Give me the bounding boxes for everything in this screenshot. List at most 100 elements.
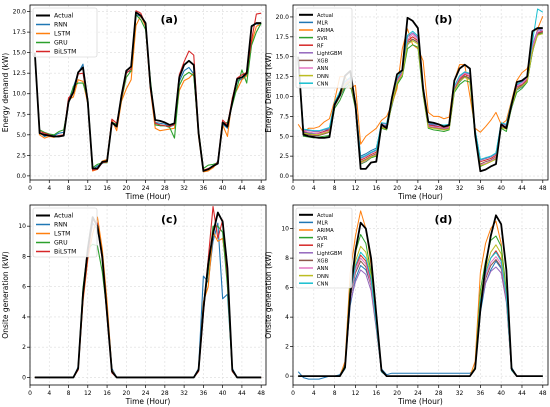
x-tick-label: 24 bbox=[142, 390, 150, 397]
legend-label-ann: ANN bbox=[317, 266, 328, 272]
legend-label-rf: RF bbox=[317, 243, 324, 249]
legend-label-actual: Actual bbox=[317, 213, 333, 219]
y-tick-label: 6 bbox=[285, 285, 289, 292]
x-tick-label: 8 bbox=[67, 390, 71, 397]
x-tick-label: 4 bbox=[312, 185, 316, 192]
legend-label-gru: GRU bbox=[54, 40, 68, 47]
legend-box bbox=[32, 207, 98, 258]
y-tick-label: 0.0 bbox=[279, 173, 289, 180]
legend-label-gru: GRU bbox=[54, 240, 68, 247]
x-axis-label: Time (Hour) bbox=[397, 397, 443, 406]
x-tick-label: 8 bbox=[67, 185, 71, 192]
x-tick-label: 0 bbox=[291, 185, 295, 192]
x-tick-label: 20 bbox=[123, 185, 131, 192]
y-tick-label: 0 bbox=[285, 373, 289, 380]
y-tick-label: 0 bbox=[22, 374, 26, 381]
x-tick-label: 40 bbox=[219, 390, 227, 397]
x-tick-label: 40 bbox=[497, 390, 505, 397]
y-tick-label: 10.0 bbox=[13, 91, 27, 98]
x-tick-label: 28 bbox=[435, 185, 443, 192]
y-tick-label: 8 bbox=[22, 253, 26, 260]
axes-frame bbox=[292, 204, 549, 386]
y-axis-label: Energy Demand (kW) bbox=[264, 52, 273, 133]
x-tick-label: 28 bbox=[161, 390, 169, 397]
legend: Actual RNN LSTM GRU BiLSTM bbox=[32, 207, 98, 258]
y-tick-label: 15.0 bbox=[276, 54, 290, 61]
chart-panel-1: 0 4 8 12 16 20 24 28 32 36 40 44 480.02.55.07.510.01… bbox=[1, 4, 267, 201]
y-tick-label: 5.0 bbox=[16, 132, 26, 139]
legend-label-lightgbm: LightGBM bbox=[317, 51, 342, 57]
y-tick-label: 2 bbox=[22, 344, 26, 351]
legend-label-dnn: DNN bbox=[317, 274, 329, 280]
panel-label: (a) bbox=[160, 13, 177, 26]
x-tick-label: 48 bbox=[539, 390, 547, 397]
legend-box bbox=[32, 7, 98, 58]
series-line-actual bbox=[34, 211, 262, 379]
legend-label-actual: Actual bbox=[317, 13, 333, 19]
x-tick-label: 32 bbox=[180, 185, 188, 192]
panel-label: (d) bbox=[434, 213, 452, 226]
axes-frame bbox=[29, 4, 267, 181]
x-tick-label: 12 bbox=[352, 185, 360, 192]
chart-panel-2: 0 4 8 12 16 20 24 28 32 36 40 44 480.02.55.07.510.01… bbox=[264, 4, 549, 201]
legend-label-ann: ANN bbox=[317, 66, 328, 72]
legend-label-arima: ARIMA bbox=[317, 228, 334, 234]
x-tick-label: 16 bbox=[103, 390, 111, 397]
y-axis-label: Onsite generation (kW) bbox=[1, 251, 10, 338]
series-line-actual bbox=[297, 16, 543, 173]
y-tick-label: 20.0 bbox=[276, 14, 290, 21]
y-tick-label: 2.5 bbox=[16, 152, 26, 159]
x-tick-label: 32 bbox=[456, 390, 464, 397]
x-tick-label: 20 bbox=[123, 390, 131, 397]
x-tick-label: 16 bbox=[372, 390, 380, 397]
x-tick-label: 28 bbox=[161, 185, 169, 192]
x-tick-label: 36 bbox=[200, 390, 208, 397]
legend-label-cnn: CNN bbox=[317, 81, 329, 87]
legend-label-cnn: CNN bbox=[317, 281, 329, 287]
x-tick-label: 32 bbox=[180, 390, 188, 397]
y-tick-label: 12.5 bbox=[13, 70, 27, 77]
x-tick-label: 0 bbox=[28, 390, 32, 397]
x-tick-label: 40 bbox=[219, 185, 227, 192]
x-tick-label: 48 bbox=[257, 390, 265, 397]
legend-label-lstm: LSTM bbox=[54, 231, 71, 238]
y-tick-label: 4 bbox=[22, 314, 26, 321]
legend-label-mlr: MLR bbox=[317, 221, 328, 227]
x-tick-label: 16 bbox=[372, 185, 380, 192]
x-tick-label: 20 bbox=[393, 390, 401, 397]
y-tick-label: 17.5 bbox=[13, 29, 27, 36]
x-tick-label: 4 bbox=[47, 185, 51, 192]
y-tick-label: 10 bbox=[281, 226, 289, 233]
x-tick-label: 36 bbox=[477, 185, 485, 192]
x-tick-label: 40 bbox=[497, 185, 505, 192]
y-tick-label: 5.0 bbox=[279, 133, 289, 140]
x-tick-label: 12 bbox=[352, 390, 360, 397]
legend-label-rnn: RNN bbox=[54, 22, 68, 29]
y-tick-label: 10.0 bbox=[276, 93, 290, 100]
x-axis-label: Time (Hour) bbox=[397, 192, 443, 201]
y-tick-label: 17.5 bbox=[276, 34, 290, 41]
y-tick-label: 4 bbox=[285, 314, 289, 321]
x-tick-label: 48 bbox=[257, 185, 265, 192]
x-tick-label: 8 bbox=[333, 390, 337, 397]
panel-label: (c) bbox=[161, 213, 178, 226]
legend-label-svr: SVR bbox=[317, 236, 328, 242]
y-tick-label: 10 bbox=[18, 223, 26, 230]
legend-label-bilstm: BiLSTM bbox=[54, 249, 76, 256]
y-tick-label: 6 bbox=[22, 284, 26, 291]
legend-label-actual: Actual bbox=[54, 13, 74, 20]
x-tick-label: 36 bbox=[200, 185, 208, 192]
legend-label-rf: RF bbox=[317, 43, 324, 49]
legend-label-rnn: RNN bbox=[54, 222, 68, 229]
legend-label-lstm: LSTM bbox=[54, 31, 71, 38]
y-tick-label: 20.0 bbox=[13, 9, 27, 16]
y-tick-label: 7.5 bbox=[16, 111, 26, 118]
series-line-actual bbox=[298, 214, 543, 378]
legend-label-dnn: DNN bbox=[317, 74, 329, 80]
x-tick-label: 0 bbox=[28, 185, 32, 192]
x-tick-label: 4 bbox=[47, 390, 51, 397]
